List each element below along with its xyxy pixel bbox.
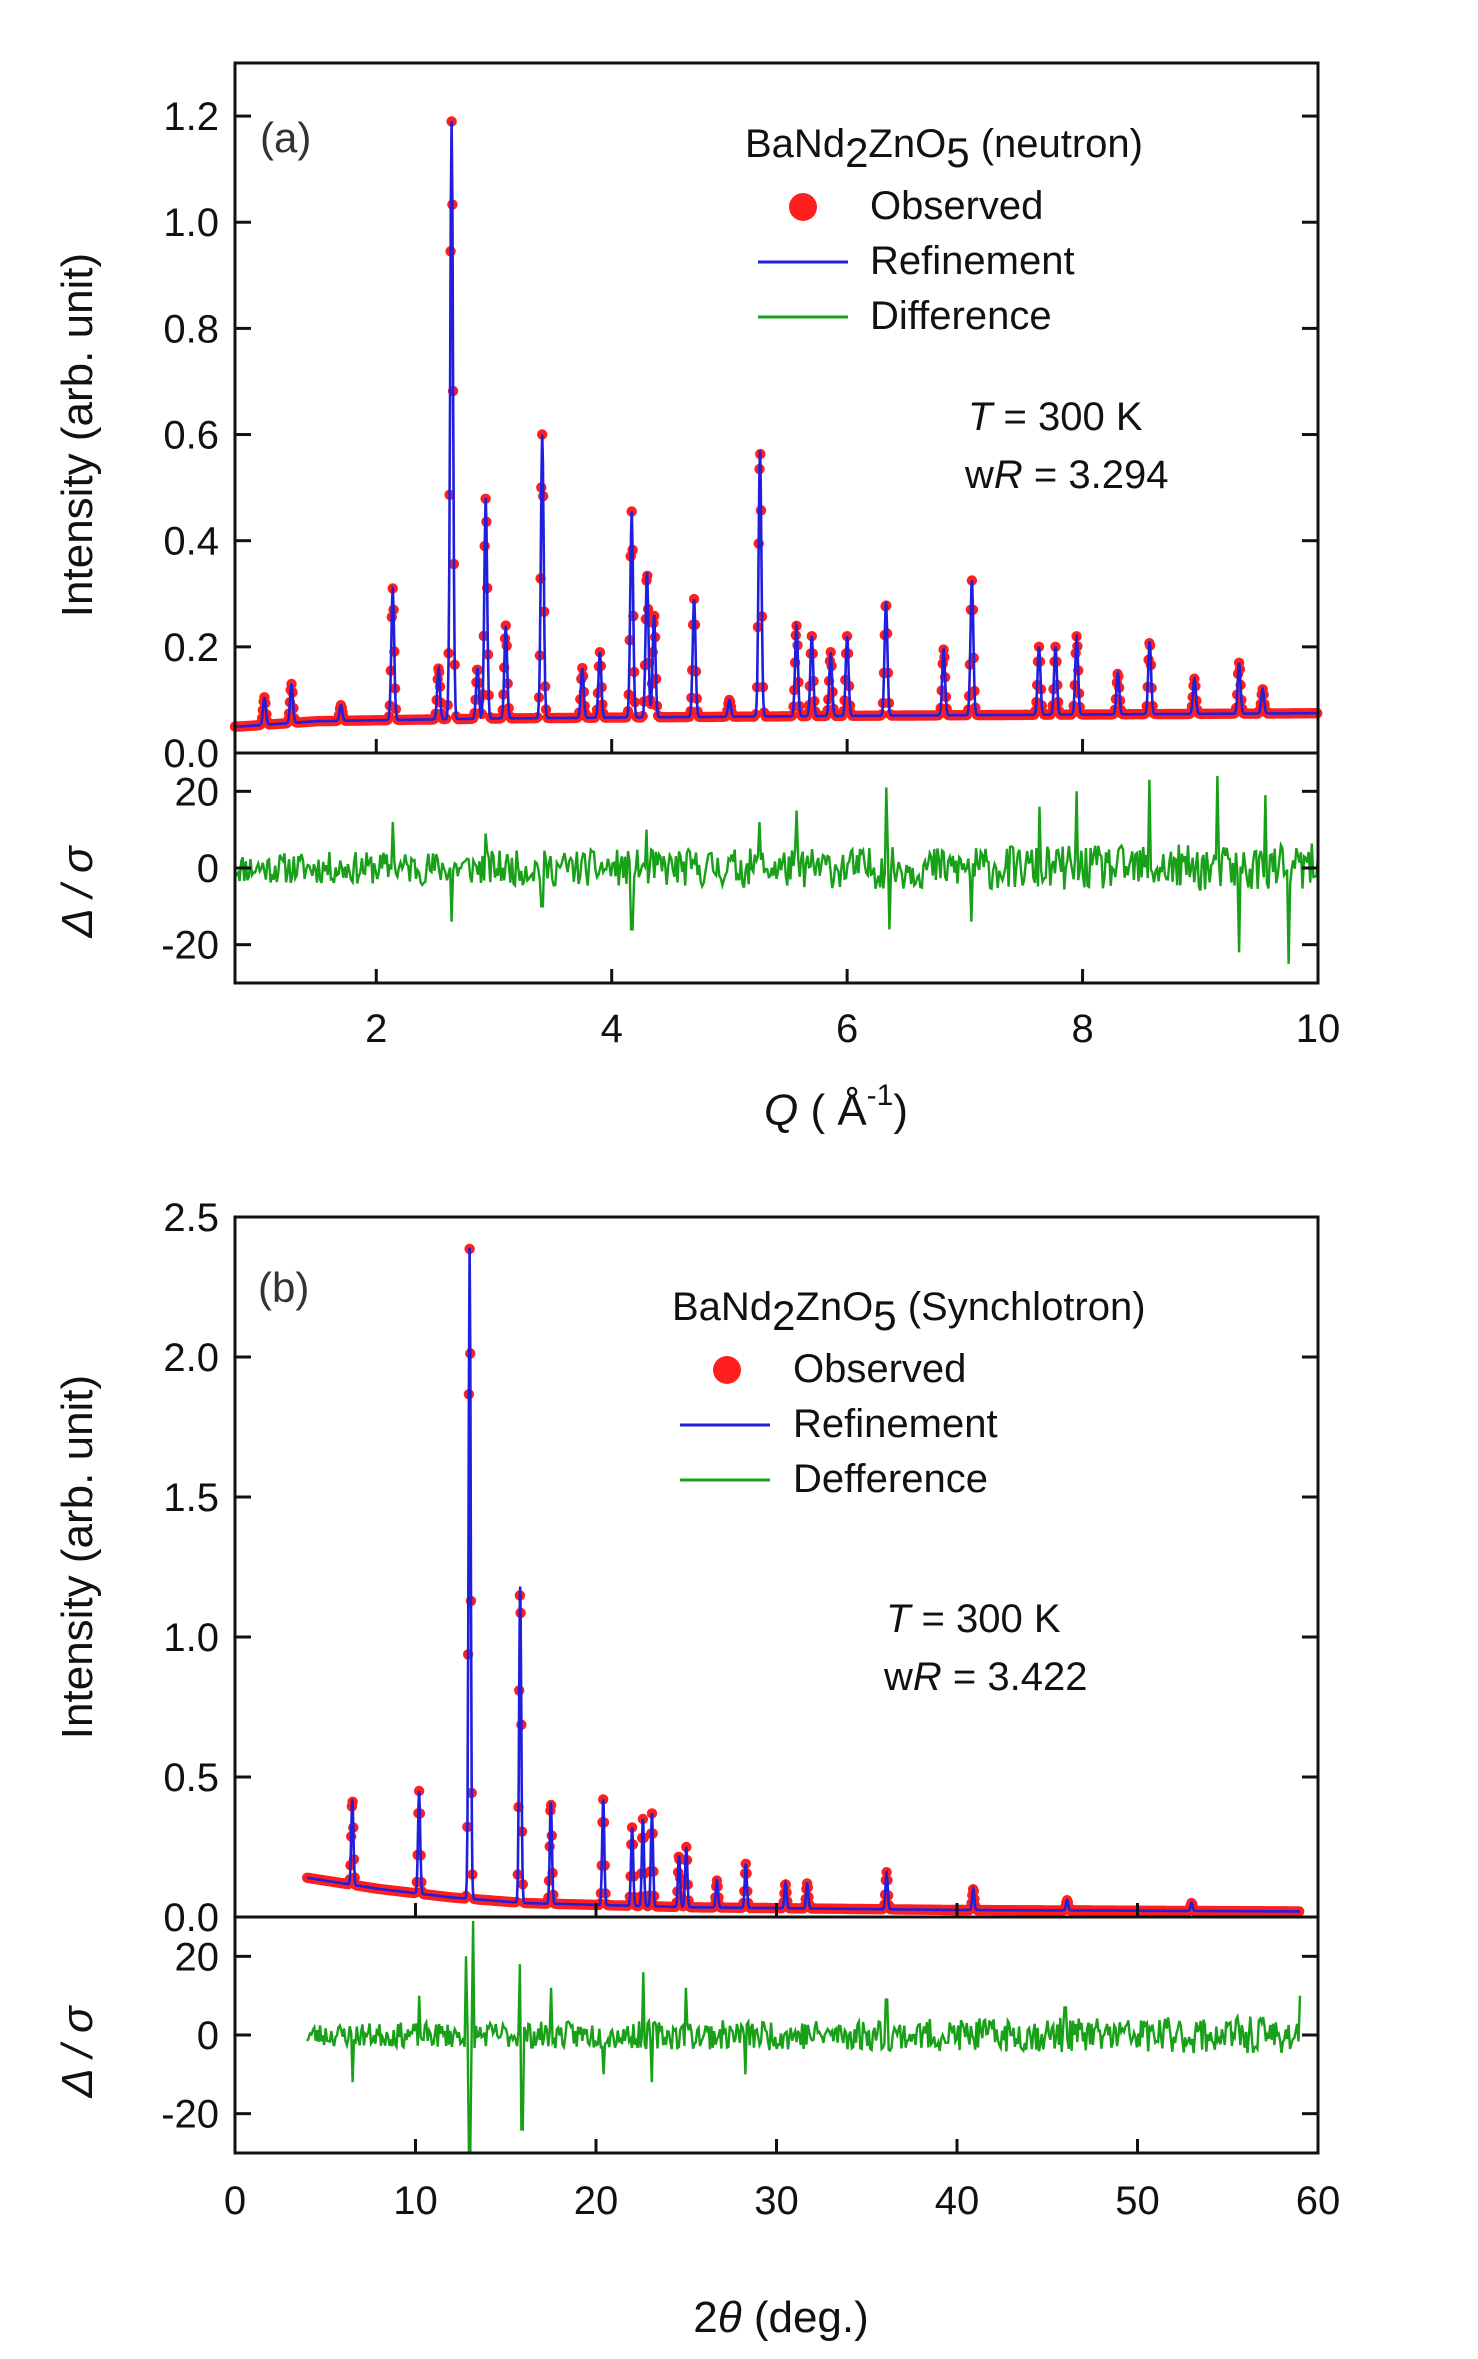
diff-tick-label: 20 [175, 770, 220, 814]
panel-a-difference-plot [234, 775, 1320, 964]
y-tick-label: 1.0 [163, 1616, 219, 1660]
y-tick-label: 1.2 [163, 95, 219, 139]
y-tick-label: 0.8 [163, 307, 219, 351]
x-tick-label: 50 [1115, 2179, 1160, 2223]
panel-a-legend-observed-marker [789, 193, 817, 221]
panel-b-y-axis-label: Intensity (arb. unit) [53, 1375, 102, 1739]
panel-b-temperature: T = 300 K [886, 1597, 1061, 1641]
panel-a-legend-title: BaNd2ZnO5 (neutron) [745, 122, 1143, 176]
diff-tick-label: -20 [161, 924, 219, 968]
y-tick-label: 1.0 [163, 201, 219, 245]
difference-line [234, 775, 1320, 964]
panel-b-legend-observed-marker [713, 1356, 741, 1384]
panel-b-legend-observed-label: Observed [793, 1347, 966, 1391]
panel-b-main-plot [302, 1243, 1305, 1917]
panel-a: (a) BaNd2ZnO5 (neutron) Observed Refinem… [53, 61, 1340, 1135]
observed-points [302, 1243, 1305, 1917]
panel-a-legend: BaNd2ZnO5 (neutron) Observed Refinement … [745, 122, 1143, 338]
panel-b-x-ticks: 0 10 20 30 40 50 60 [224, 1903, 1340, 2223]
panel-a-temperature: T = 300 K [968, 395, 1143, 439]
panel-a-y-axis-label: Intensity (arb. unit) [53, 253, 102, 617]
panel-b-legend-refinement-label: Refinement [793, 1402, 998, 1446]
refinement-line [235, 121, 1318, 728]
x-tick-label: 60 [1296, 2179, 1341, 2223]
x-tick-label: 4 [601, 1007, 623, 1051]
x-tick-label: 10 [393, 2179, 438, 2223]
panel-b-label: (b) [258, 1264, 309, 1311]
y-tick-label: 2.5 [163, 1196, 219, 1240]
panel-a-main-plot [229, 116, 1323, 732]
panel-b-legend: BaNd2ZnO5 (Synchlotron) Observed Refinem… [672, 1285, 1146, 1501]
panel-a-legend-observed-label: Observed [870, 184, 1043, 228]
y-tick-label: 0.0 [163, 732, 219, 776]
x-tick-label: 30 [754, 2179, 799, 2223]
panel-b-legend-difference-label: Defference [793, 1457, 988, 1501]
panel-b-diff-ticks: 20 0 -20 [161, 1935, 1318, 2137]
panel-b-diff-axis-label: Δ / σ [53, 2005, 102, 2099]
x-tick-label: 10 [1296, 1007, 1341, 1051]
x-tick-label: 20 [574, 2179, 619, 2223]
panel-b-x-axis-label: 2θ (deg.) [693, 2293, 869, 2342]
x-tick-label: 40 [935, 2179, 980, 2223]
y-tick-label: 0.0 [163, 1896, 219, 1940]
x-tick-label: 6 [836, 1007, 858, 1051]
y-tick-label: 1.5 [163, 1476, 219, 1520]
panel-b-diff-frame [233, 1915, 1320, 2155]
y-tick-label: 0.6 [163, 414, 219, 458]
diff-tick-label: 0 [197, 847, 219, 891]
x-tick-label: 8 [1071, 1007, 1093, 1051]
diff-tick-label: 20 [175, 1935, 220, 1979]
panel-a-x-ticks: 2 4 6 8 10 [365, 739, 1340, 1051]
panel-a-wr-value: wR = 3.294 [964, 453, 1168, 497]
diff-tick-label: 0 [197, 2014, 219, 2058]
panel-a-x-axis-label: Q ( Å-1) [764, 1079, 908, 1135]
panel-a-diff-frame [233, 751, 1320, 985]
panel-a-y-ticks: 0.0 0.2 0.4 0.6 0.8 1.0 1.2 [163, 95, 1318, 776]
y-tick-label: 0.2 [163, 626, 219, 670]
panel-b: (b) BaNd2ZnO5 (Synchlotron) Observed Ref… [53, 1196, 1340, 2342]
y-tick-label: 0.5 [163, 1756, 219, 1800]
y-tick-label: 2.0 [163, 1336, 219, 1380]
x-tick-label: 0 [224, 2179, 246, 2223]
panel-a-diff-axis-label: Δ / σ [53, 845, 102, 939]
panel-a-label: (a) [260, 114, 311, 161]
refinement-line [307, 1247, 1300, 1913]
panel-a-legend-refinement-label: Refinement [870, 239, 1075, 283]
x-tick-label: 2 [365, 1007, 387, 1051]
panel-b-difference-plot [306, 1920, 1302, 2155]
panel-a-diff-ticks: 20 0 -20 [161, 770, 1318, 968]
y-tick-label: 0.4 [163, 520, 219, 564]
panel-b-legend-title: BaNd2ZnO5 (Synchlotron) [672, 1285, 1146, 1339]
difference-line [306, 1920, 1302, 2155]
panel-b-wr-value: wR = 3.422 [883, 1655, 1087, 1699]
diff-tick-label: -20 [161, 2093, 219, 2137]
panel-a-legend-difference-label: Difference [870, 294, 1052, 338]
panel-b-y-ticks: 0.0 0.5 1.0 1.5 2.0 2.5 [163, 1196, 1318, 1940]
